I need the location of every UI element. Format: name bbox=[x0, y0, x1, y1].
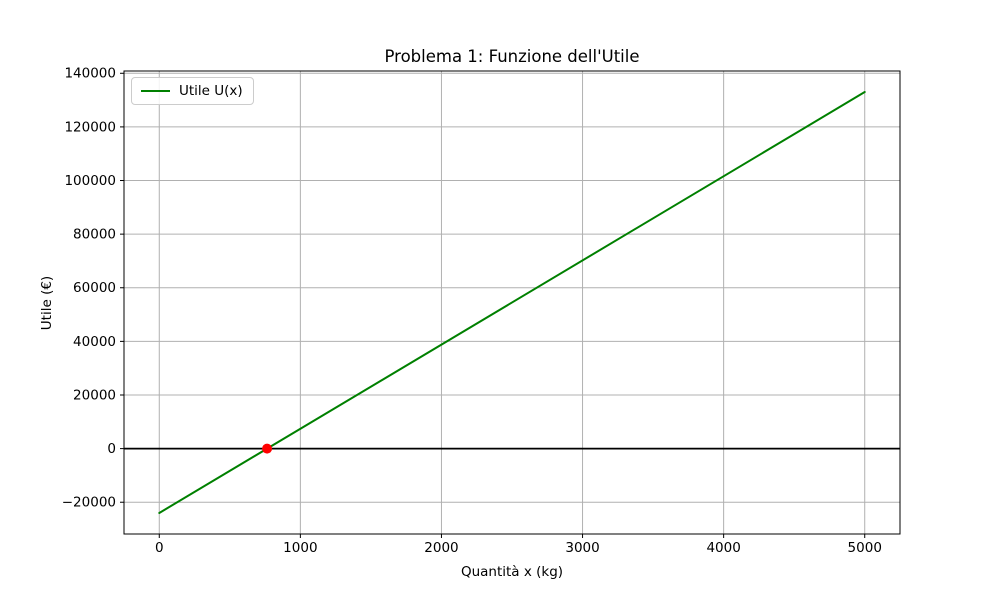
y-tick-label: 0 bbox=[107, 441, 116, 457]
x-tick-label: 4000 bbox=[706, 540, 740, 556]
y-tick-label: 120000 bbox=[64, 119, 116, 135]
utile-line bbox=[158, 91, 866, 514]
y-tick-label: 60000 bbox=[73, 280, 116, 296]
legend-label: Utile U(x) bbox=[179, 83, 243, 99]
x-tick-label: 1000 bbox=[283, 540, 317, 556]
x-tick-label: 0 bbox=[155, 540, 164, 556]
y-tick-label: 100000 bbox=[64, 173, 116, 189]
axes-frame bbox=[123, 70, 901, 535]
y-tick-label: 80000 bbox=[73, 227, 116, 243]
y-tick-label: −20000 bbox=[62, 495, 116, 511]
chart-title: Problema 1: Funzione dell'Utile bbox=[384, 47, 640, 66]
y-tick-label: 20000 bbox=[73, 387, 116, 403]
legend: Utile U(x) bbox=[131, 77, 254, 105]
y-tick-label: 40000 bbox=[73, 334, 116, 350]
y-axis-label: Utile (€) bbox=[39, 275, 55, 331]
x-axis-label: Quantità x (kg) bbox=[460, 564, 564, 580]
x-tick-label: 5000 bbox=[848, 540, 882, 556]
x-tick-label: 2000 bbox=[424, 540, 458, 556]
legend-line-swatch bbox=[141, 90, 170, 92]
y-tick-label: 140000 bbox=[64, 66, 116, 82]
x-tick-label: 3000 bbox=[565, 540, 599, 556]
break-even-point bbox=[262, 443, 273, 454]
